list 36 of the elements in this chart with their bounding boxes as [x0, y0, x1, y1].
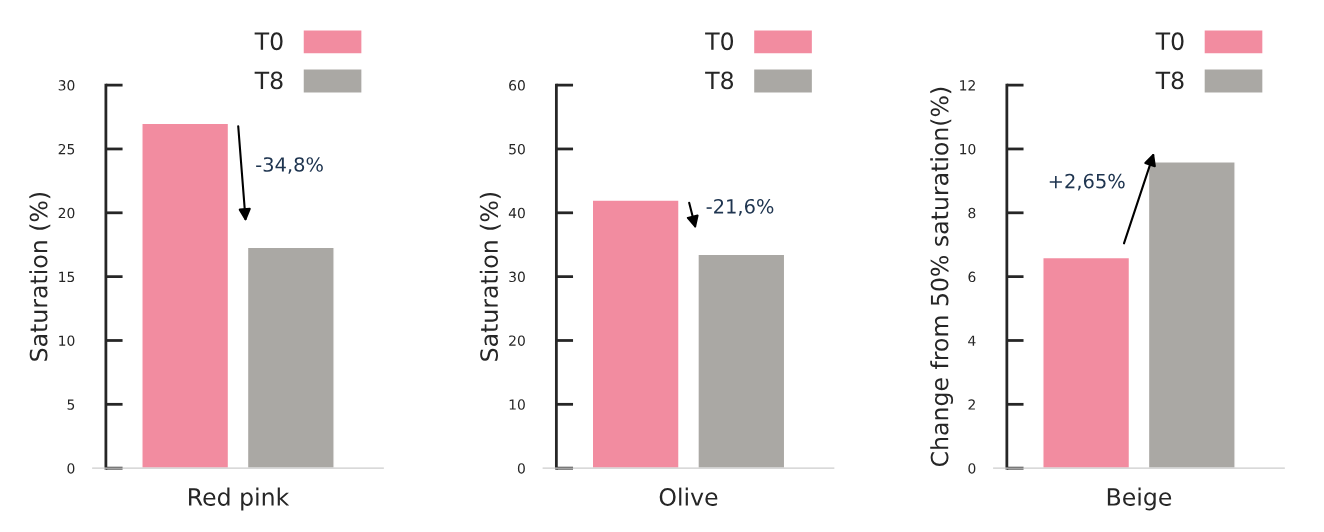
y-tick-label: 6 [968, 271, 976, 283]
y-tick-label: 8 [968, 207, 976, 219]
y-tick-label: 10 [509, 399, 525, 410]
y-axis-title: Saturation (%) [479, 192, 501, 361]
x-tick-label: Beige [1107, 487, 1172, 511]
annotation: -34,8% [256, 157, 323, 174]
y-tick-label: 50 [509, 143, 525, 155]
legend-label: T0 [705, 32, 734, 51]
y-tick-label: 2 [968, 399, 975, 410]
y-tick-label: 0 [67, 463, 75, 474]
y-tick-label: 40 [508, 207, 525, 219]
annotation: -21,6% [706, 198, 774, 216]
y-tick-label: 30 [509, 271, 525, 283]
legend-label: T0 [254, 32, 283, 51]
y-tick-label: 10 [960, 143, 976, 155]
y-tick-label: 20 [509, 335, 525, 346]
y-tick-label: 5 [67, 399, 75, 410]
y-axis-title: Saturation (%) [29, 192, 51, 361]
y-tick-label: 25 [58, 143, 75, 155]
legend-label: T0 [1155, 32, 1184, 51]
legend-label: T8 [705, 71, 734, 90]
y-axis-title: Change from 50% saturation(%) [930, 87, 954, 467]
annotation: +2,65% [1049, 173, 1125, 191]
y-tick-label: 12 [960, 80, 975, 91]
y-tick-label: 4 [968, 335, 976, 346]
y-tick-label: 60 [509, 80, 525, 91]
y-tick-label: 20 [58, 207, 75, 219]
y-tick-label: 10 [59, 335, 75, 346]
legend-label: T8 [254, 71, 283, 90]
y-tick-label: 0 [517, 463, 525, 474]
y-tick-label: 30 [58, 80, 75, 91]
x-tick-label: Olive [659, 487, 718, 506]
y-tick-label: 0 [968, 463, 976, 474]
y-tick-label: 15 [59, 271, 75, 283]
legend-label: T8 [1155, 71, 1184, 90]
x-tick-label: Red pink [189, 487, 290, 511]
